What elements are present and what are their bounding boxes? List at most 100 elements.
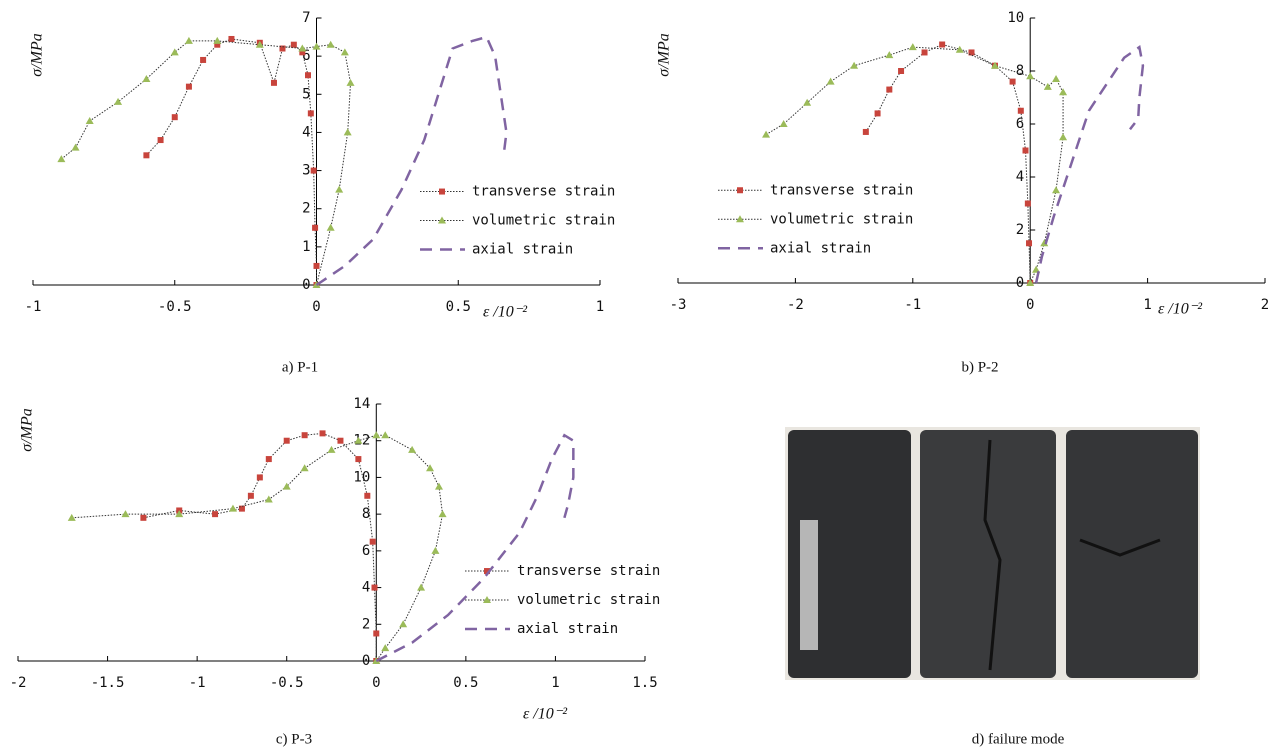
marker [337, 437, 344, 444]
x-tick-label: -2 [10, 675, 27, 691]
marker [170, 48, 179, 56]
legend-label: axial strain [472, 242, 573, 258]
marker [826, 77, 835, 85]
y-tick-label: 4 [302, 124, 310, 140]
marker [736, 215, 744, 223]
y-axis-label: σ/MPa [29, 33, 46, 76]
marker [1026, 72, 1035, 80]
legend-label: transverse strain [517, 563, 660, 579]
marker [762, 130, 771, 138]
marker [346, 78, 355, 86]
series-line [71, 434, 444, 662]
marker [270, 79, 277, 86]
chart-caption: b) P-2 [961, 359, 998, 375]
marker [1059, 133, 1068, 141]
y-tick-label: 10 [1007, 10, 1024, 26]
x-tick-label: 1 [1143, 297, 1151, 313]
x-tick-label: -1 [189, 675, 206, 691]
marker [908, 43, 917, 51]
marker [484, 568, 490, 575]
marker [939, 41, 946, 48]
x-tick-label: 0 [372, 675, 380, 691]
marker [1052, 74, 1061, 82]
x-axis-label: ε /10⁻² [483, 304, 528, 321]
marker [399, 620, 408, 628]
marker [298, 44, 307, 52]
x-tick-label: 0.5 [453, 675, 478, 691]
y-tick-label: 7 [302, 10, 310, 26]
marker [214, 41, 221, 48]
marker [247, 492, 254, 499]
x-tick-label: -1.5 [91, 675, 125, 691]
specimen [788, 430, 911, 678]
marker [326, 40, 335, 48]
specimen-mark [800, 520, 818, 650]
x-axis-label: ε /10⁻² [523, 706, 568, 723]
marker [85, 116, 94, 124]
marker [171, 114, 178, 121]
y-axis-label: σ/MPa [656, 33, 673, 76]
marker [184, 36, 193, 44]
x-tick-label: -0.5 [158, 299, 192, 315]
y-tick-label: 0 [302, 277, 310, 293]
y-tick-label: 5 [302, 86, 310, 102]
legend-label: transverse strain [770, 182, 913, 198]
x-tick-label: 0 [312, 299, 320, 315]
marker [265, 456, 272, 463]
marker [354, 436, 363, 444]
crack [983, 439, 1002, 671]
y-tick-label: 6 [362, 543, 370, 559]
marker [312, 42, 321, 50]
photo-caption: d) failure mode [972, 731, 1065, 747]
legend-label: volumetric strain [472, 213, 615, 229]
marker [408, 445, 417, 453]
y-tick-label: 1 [302, 239, 310, 255]
chart-caption: a) P-1 [282, 359, 318, 375]
marker [212, 511, 219, 518]
marker [335, 185, 344, 193]
marker [228, 35, 235, 42]
marker [299, 49, 306, 56]
y-axis-label: σ/MPa [19, 408, 36, 451]
y-tick-label: 2 [362, 616, 370, 632]
y-tick-label: 8 [1016, 63, 1024, 79]
y-tick-label: 4 [1016, 169, 1024, 185]
marker [1026, 240, 1033, 247]
marker [343, 128, 352, 136]
marker [290, 41, 297, 48]
marker [803, 98, 812, 106]
x-tick-label: 2 [1261, 297, 1269, 313]
chart-caption: c) P-3 [276, 731, 312, 747]
marker [1009, 78, 1016, 85]
marker [185, 83, 192, 90]
marker [256, 474, 263, 481]
marker [426, 464, 435, 472]
marker [381, 644, 390, 652]
series-line [1034, 45, 1145, 284]
y-tick-label: 2 [1016, 222, 1024, 238]
y-tick-label: 6 [302, 48, 310, 64]
marker [1032, 265, 1041, 273]
marker [238, 505, 245, 512]
marker [483, 596, 491, 604]
marker [990, 61, 999, 69]
marker [1022, 147, 1029, 154]
x-tick-label: -1 [904, 297, 921, 313]
y-tick-label: 3 [302, 163, 310, 179]
marker [737, 187, 743, 194]
y-tick-label: 2 [302, 201, 310, 217]
y-tick-label: 8 [362, 506, 370, 522]
marker [885, 51, 894, 59]
series-line [143, 432, 377, 661]
y-tick-label: 10 [353, 469, 370, 485]
marker [264, 495, 273, 503]
legend-label: volumetric strain [517, 592, 660, 608]
x-tick-label: 0.5 [446, 299, 471, 315]
marker [143, 152, 150, 159]
marker [140, 514, 147, 521]
legend-label: axial strain [517, 621, 618, 637]
x-tick-label: 1 [596, 299, 604, 315]
marker [862, 128, 869, 135]
marker [371, 584, 378, 591]
